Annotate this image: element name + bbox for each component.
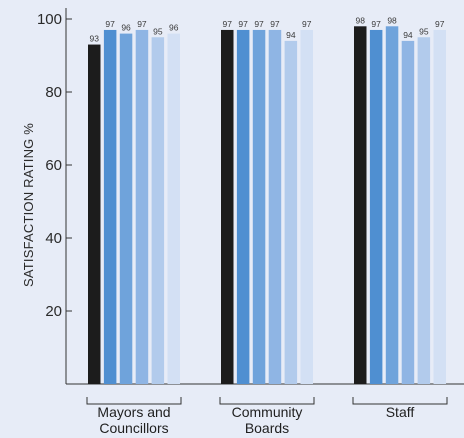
bar-value-label: 96: [121, 23, 131, 33]
bar-value-label: 94: [286, 30, 296, 40]
bar-value-label: 97: [137, 19, 147, 29]
y-tick-label: 100: [37, 11, 62, 28]
y-tick-label: 60: [45, 157, 62, 174]
bar-value-label: 93: [90, 34, 100, 44]
category-label: Mayors and: [97, 404, 170, 420]
category-bracket: [86, 397, 182, 405]
bar-value-label: 97: [223, 19, 233, 29]
category-label: Community: [232, 404, 303, 420]
bars: [88, 26, 446, 385]
bar: [252, 29, 266, 384]
bar-value-label: 97: [254, 19, 264, 29]
bar: [103, 29, 117, 384]
bar: [268, 29, 282, 384]
bar: [433, 29, 446, 384]
bar: [88, 44, 101, 385]
bar: [119, 33, 133, 384]
bar: [385, 26, 399, 385]
category-label: Staff: [386, 404, 415, 420]
category-bracket: [352, 397, 448, 405]
bar: [354, 26, 367, 385]
category-bracket: [219, 397, 315, 405]
bar-value-label: 97: [238, 19, 248, 29]
data-labels: 93 97 96 97 95 96 97 97 97 97 94 97 98 97 98 94 95 97: [90, 15, 445, 43]
y-tick-label: 20: [45, 303, 62, 320]
category-label: Councillors: [99, 420, 168, 436]
bar: [236, 29, 250, 384]
bar-value-label: 97: [105, 19, 115, 29]
bar-value-label: 98: [356, 15, 366, 25]
bar: [417, 37, 431, 384]
bar-value-label: 97: [435, 19, 445, 29]
bar-value-label: 97: [371, 19, 381, 29]
bar-value-label: 98: [387, 15, 397, 25]
bar: [135, 29, 149, 384]
bar-value-label: 94: [403, 30, 413, 40]
y-tick-label: 40: [45, 230, 62, 247]
bar: [284, 40, 298, 385]
bar: [401, 40, 415, 385]
bar-value-label: 97: [270, 19, 280, 29]
category-label: Boards: [245, 420, 289, 436]
bar-value-label: 96: [169, 23, 179, 33]
bar-value-label: 95: [419, 26, 429, 36]
y-axis-title: SATISFACTION RATING %: [21, 123, 36, 287]
bar: [167, 33, 180, 384]
y-tick-label: 80: [45, 84, 62, 101]
bar: [369, 29, 383, 384]
bar-value-label: 97: [302, 19, 312, 29]
bar: [151, 37, 165, 384]
bar-value-label: 95: [153, 26, 163, 36]
bar: [221, 29, 234, 384]
bar: [300, 29, 313, 384]
